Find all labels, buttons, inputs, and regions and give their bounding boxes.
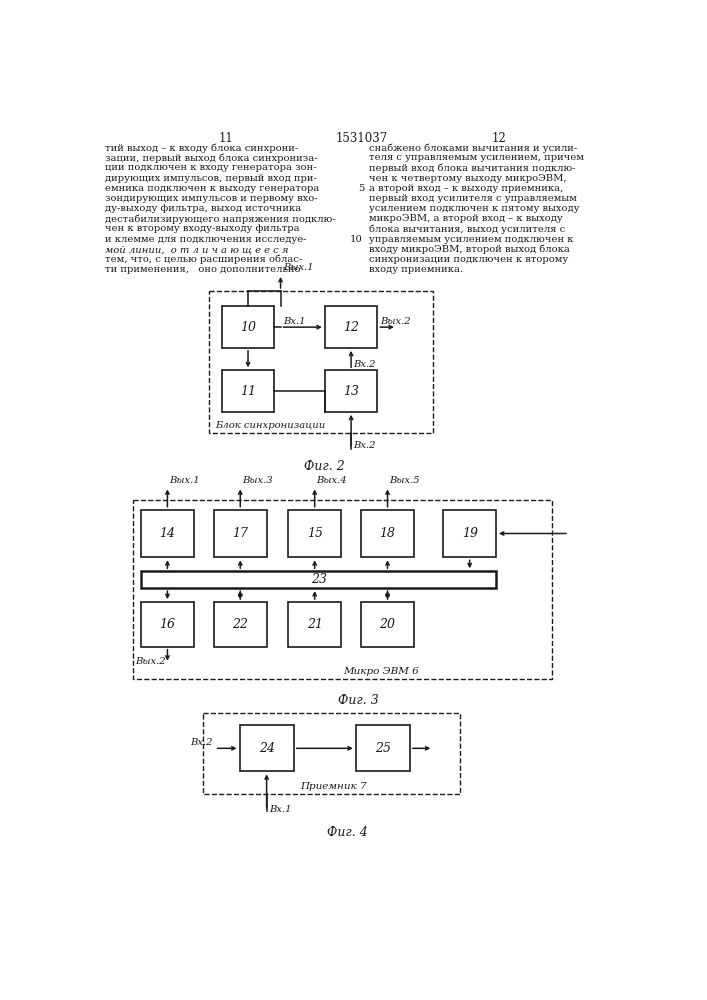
Text: 16: 16 [159, 618, 175, 631]
Text: Вх.1: Вх.1 [269, 805, 291, 814]
Text: 23: 23 [310, 573, 327, 586]
Bar [325, 370, 378, 412]
Text: Вых.4: Вых.4 [316, 476, 347, 485]
Bar [141, 510, 194, 557]
Text: Вх.2: Вх.2 [354, 441, 376, 450]
Text: Вых.2: Вых.2 [380, 317, 410, 326]
Bar [356, 725, 410, 771]
Text: тем, что, с целью расширения облас-: тем, что, с целью расширения облас- [105, 255, 303, 264]
Text: 5: 5 [358, 184, 364, 193]
Text: 17: 17 [233, 527, 248, 540]
Text: Вх.2: Вх.2 [354, 360, 376, 369]
Bar [325, 306, 378, 348]
Bar [141, 602, 194, 647]
Text: Вых.3: Вых.3 [242, 476, 272, 485]
Text: мой линии,  о т л и ч а ю щ е е с я: мой линии, о т л и ч а ю щ е е с я [105, 245, 289, 254]
Text: 10: 10 [240, 321, 256, 334]
Text: входу микроЭВМ, второй выход блока: входу микроЭВМ, второй выход блока [369, 245, 570, 254]
Text: Фиг. 3: Фиг. 3 [338, 694, 378, 707]
Bar [443, 510, 496, 557]
Text: теля с управляемым усилением, причем: теля с управляемым усилением, причем [369, 153, 584, 162]
Text: 11: 11 [218, 132, 233, 145]
Bar [288, 602, 341, 647]
Text: Фиг. 2: Фиг. 2 [305, 460, 345, 473]
Text: снабжено блоками вычитания и усили-: снабжено блоками вычитания и усили- [369, 143, 577, 153]
Bar [222, 306, 274, 348]
Text: 22: 22 [233, 618, 248, 631]
Text: 12: 12 [492, 132, 506, 145]
Text: чен к второму входу-выходу фильтра: чен к второму входу-выходу фильтра [105, 224, 300, 233]
Text: 19: 19 [462, 527, 478, 540]
Text: Блок синхронизации: Блок синхронизации [215, 421, 325, 430]
Text: 1531037: 1531037 [336, 132, 388, 145]
Text: Вых.1: Вых.1 [169, 476, 199, 485]
Text: ду-выходу фильтра, выход источника: ду-выходу фильтра, выход источника [105, 204, 302, 213]
Bar [361, 510, 414, 557]
Bar [222, 370, 274, 412]
Text: 18: 18 [380, 527, 395, 540]
Text: первый вход усилителя с управляемым: первый вход усилителя с управляемым [369, 194, 577, 203]
Text: 12: 12 [343, 321, 359, 334]
Bar [203, 713, 460, 794]
Text: Вх.1: Вх.1 [283, 317, 305, 326]
Text: синхронизации подключен к второму: синхронизации подключен к второму [369, 255, 568, 264]
Text: 14: 14 [159, 527, 175, 540]
Text: микроЭВМ, а второй вход – к выходу: микроЭВМ, а второй вход – к выходу [369, 214, 563, 223]
Text: Микро ЭВМ 6: Микро ЭВМ 6 [344, 667, 419, 676]
Text: 10: 10 [350, 235, 363, 244]
Text: Вх.2: Вх.2 [191, 738, 213, 747]
Text: дестабилизирующего напряжения подклю-: дестабилизирующего напряжения подклю- [105, 214, 336, 224]
Text: 13: 13 [343, 385, 359, 398]
Bar [288, 510, 341, 557]
Bar [209, 291, 433, 433]
Bar [214, 602, 267, 647]
Text: зондирующих импульсов и первому вхо-: зондирующих импульсов и первому вхо- [105, 194, 318, 203]
Bar [214, 510, 267, 557]
Bar [141, 571, 496, 588]
Bar [361, 602, 414, 647]
Text: ции подключен к входу генератора зон-: ции подключен к входу генератора зон- [105, 163, 317, 172]
Text: 11: 11 [240, 385, 256, 398]
Text: первый вход блока вычитания подклю-: первый вход блока вычитания подклю- [369, 163, 575, 173]
Text: емника подключен к выходу генератора: емника подключен к выходу генератора [105, 184, 320, 193]
Text: 24: 24 [259, 742, 274, 755]
Text: Фиг. 4: Фиг. 4 [327, 826, 368, 839]
Text: входу приемника.: входу приемника. [369, 265, 463, 274]
Text: Вых.5: Вых.5 [389, 476, 420, 485]
Text: Вых.1: Вых.1 [283, 263, 313, 272]
Text: ти применения,   оно дополнительно: ти применения, оно дополнительно [105, 265, 301, 274]
Text: чен к четвертому выходу микроЭВМ,: чен к четвертому выходу микроЭВМ, [369, 174, 566, 183]
Bar [134, 500, 552, 679]
Text: тий выход – к входу блока синхрони-: тий выход – к входу блока синхрони- [105, 143, 298, 153]
Bar [240, 725, 293, 771]
Text: Приемник 7: Приемник 7 [300, 782, 366, 791]
Text: дирующих импульсов, первый вход при-: дирующих импульсов, первый вход при- [105, 174, 317, 183]
Text: зации, первый выход блока синхрониза-: зации, первый выход блока синхрониза- [105, 153, 318, 163]
Text: и клемме для подключения исследуе-: и клемме для подключения исследуе- [105, 235, 307, 244]
Text: 25: 25 [375, 742, 391, 755]
Text: управляемым усилением подключен к: управляемым усилением подключен к [369, 235, 573, 244]
Text: а второй вход – к выходу приемника,: а второй вход – к выходу приемника, [369, 184, 563, 193]
Text: 21: 21 [307, 618, 322, 631]
Text: блока вычитания, выход усилителя с: блока вычитания, выход усилителя с [369, 224, 565, 234]
Text: 15: 15 [307, 527, 322, 540]
Text: Вых.2: Вых.2 [135, 657, 166, 666]
Text: 20: 20 [380, 618, 395, 631]
Text: усилением подключен к пятому выходу: усилением подключен к пятому выходу [369, 204, 580, 213]
